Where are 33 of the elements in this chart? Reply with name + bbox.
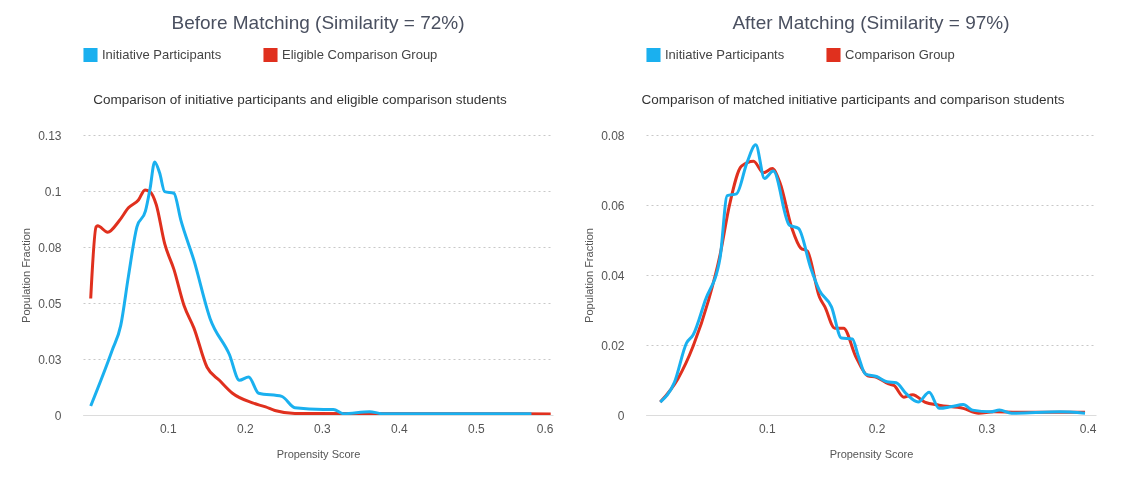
x-tick-label: 0.5 <box>468 421 486 436</box>
x-tick-label: 0.1 <box>159 421 177 436</box>
x-tick-label: 0.3 <box>978 421 996 436</box>
x-tick-label: 0.6 <box>536 421 554 436</box>
y-tick-label: 0.04 <box>601 268 625 283</box>
y-tick-label: 0.06 <box>601 198 625 213</box>
x-axis-title: Propensity Score <box>829 447 914 460</box>
x-tick-label: 0.3 <box>314 421 332 436</box>
y-tick-label: 0.08 <box>38 240 62 255</box>
y-tick-label: 0.03 <box>38 352 62 367</box>
y-tick-label: 0.1 <box>44 184 62 199</box>
y-axis-title: Population Fraction <box>20 228 33 323</box>
y-axis-title: Population Fraction <box>583 228 596 323</box>
chart-subtitle: Comparison of matched initiative participants and comparison students <box>641 92 1065 107</box>
y-tick-label: 0.05 <box>38 296 62 311</box>
legend-label: Comparison Group <box>845 46 955 62</box>
x-axis-title: Propensity Score <box>276 447 361 460</box>
x-tick-label: 0.2 <box>236 421 254 436</box>
legend-label: Initiative Participants <box>665 46 785 62</box>
y-tick-label: 0 <box>617 408 625 423</box>
legend-label: Initiative Participants <box>102 46 222 62</box>
chart-title: After Matching (Similarity = 97%) <box>732 12 1010 33</box>
y-tick-label: 0.13 <box>38 128 62 143</box>
y-tick-label: 0.02 <box>601 338 625 353</box>
x-tick-label: 0.4 <box>391 421 409 436</box>
legend-label: Eligible Comparison Group <box>282 46 438 62</box>
y-tick-label: 0 <box>54 408 62 423</box>
x-tick-label: 0.1 <box>758 421 776 436</box>
x-tick-label: 0.2 <box>868 421 886 436</box>
x-tick-label: 0.4 <box>1079 421 1097 436</box>
chart-subtitle: Comparison of initiative participants and eligible comparison students <box>93 92 507 107</box>
chart-title: Before Matching (Similarity = 72%) <box>171 12 465 33</box>
y-tick-label: 0.08 <box>601 128 625 143</box>
